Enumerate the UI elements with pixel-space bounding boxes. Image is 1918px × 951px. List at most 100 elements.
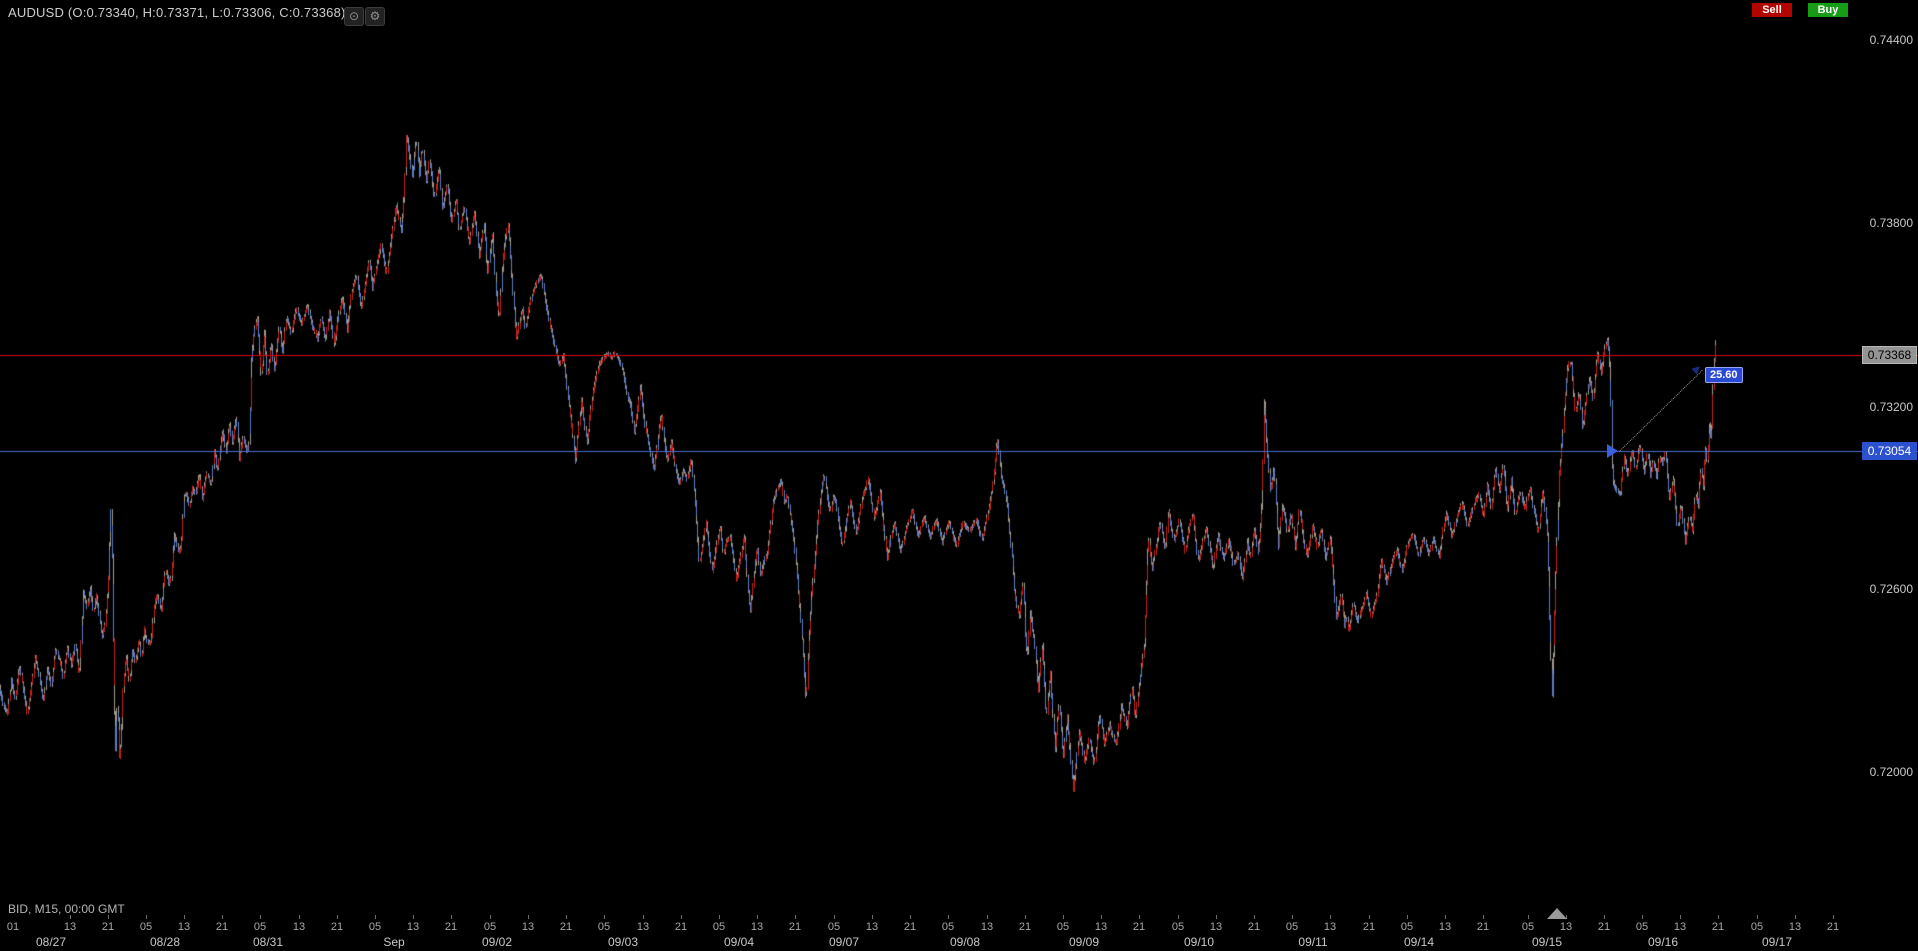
hour-tick <box>834 915 835 919</box>
hour-label: 05 <box>253 921 267 933</box>
hour-label: 05 <box>941 921 955 933</box>
hour-tick <box>1178 915 1179 919</box>
hour-tick <box>1330 915 1331 919</box>
hour-label: 05 <box>827 921 841 933</box>
hour-label: 21 <box>1362 921 1376 933</box>
price-axis-label: 0.74400 <box>1869 33 1913 47</box>
buy-button[interactable]: Buy <box>1808 3 1848 17</box>
hour-tick <box>681 915 682 919</box>
date-label: 09/09 <box>1068 935 1100 949</box>
scroll-position-marker-icon[interactable] <box>1547 908 1567 919</box>
hour-tick <box>260 915 261 919</box>
hour-label: 13 <box>1094 921 1108 933</box>
gear-icon[interactable]: ⚙ <box>365 7 385 26</box>
hour-tick <box>1833 915 1834 919</box>
hour-label: 21 <box>674 921 688 933</box>
hour-tick <box>1483 915 1484 919</box>
date-label: Sep <box>383 935 405 949</box>
hour-label: 13 <box>406 921 420 933</box>
watch-icon[interactable]: ⊙ <box>344 7 364 26</box>
hour-label: 13 <box>1209 921 1223 933</box>
hour-tick <box>1139 915 1140 919</box>
date-label: 09/08 <box>949 935 981 949</box>
hour-label: 21 <box>444 921 458 933</box>
hour-label: 21 <box>1826 921 1840 933</box>
hour-tick <box>337 915 338 919</box>
hour-label: 13 <box>521 921 535 933</box>
hour-label: 13 <box>1438 921 1452 933</box>
hour-label: 13 <box>177 921 191 933</box>
date-label: 08/28 <box>149 935 181 949</box>
hour-label: 13 <box>292 921 306 933</box>
price-axis-label: 0.72000 <box>1869 765 1913 779</box>
hour-label: 21 <box>903 921 917 933</box>
hour-label: 05 <box>139 921 153 933</box>
hour-label: 13 <box>980 921 994 933</box>
hour-tick <box>413 915 414 919</box>
date-label: 09/10 <box>1183 935 1215 949</box>
hour-tick <box>1254 915 1255 919</box>
date-label: 08/27 <box>35 935 67 949</box>
date-label: 09/14 <box>1403 935 1435 949</box>
hour-tick <box>70 915 71 919</box>
hour-label: 13 <box>636 921 650 933</box>
hour-label: 13 <box>865 921 879 933</box>
hour-label: 21 <box>1132 921 1146 933</box>
hour-label: 13 <box>1559 921 1573 933</box>
hour-tick <box>1528 915 1529 919</box>
hour-label: 01 <box>6 921 20 933</box>
hour-tick <box>1216 915 1217 919</box>
hour-tick <box>1407 915 1408 919</box>
hour-tick <box>757 915 758 919</box>
hour-tick <box>1025 915 1026 919</box>
hour-label: 21 <box>215 921 229 933</box>
hour-label: 05 <box>597 921 611 933</box>
hour-label: 05 <box>1171 921 1185 933</box>
sell-button[interactable]: Sell <box>1752 3 1792 17</box>
date-label: 09/04 <box>723 935 755 949</box>
hour-tick <box>184 915 185 919</box>
hour-tick <box>299 915 300 919</box>
hour-tick <box>146 915 147 919</box>
hour-tick <box>1680 915 1681 919</box>
hour-tick <box>872 915 873 919</box>
hour-tick <box>795 915 796 919</box>
hour-label: 21 <box>559 921 573 933</box>
hour-tick <box>528 915 529 919</box>
measure-start-handle[interactable] <box>1607 443 1618 458</box>
symbol-ohlc-readout: AUDUSD (O:0.73340, H:0.73371, L:0.73306,… <box>8 5 346 20</box>
hour-tick <box>987 915 988 919</box>
hour-tick <box>719 915 720 919</box>
hour-label: 21 <box>1247 921 1261 933</box>
hour-tick <box>1445 915 1446 919</box>
hour-label: 05 <box>1635 921 1649 933</box>
date-label: 09/17 <box>1761 935 1793 949</box>
price-axis-label: 0.73200 <box>1869 400 1913 414</box>
hour-tick <box>451 915 452 919</box>
hour-label: 13 <box>1788 921 1802 933</box>
hour-label: 21 <box>788 921 802 933</box>
hour-tick <box>948 915 949 919</box>
date-label: 09/11 <box>1298 935 1328 949</box>
hour-label: 05 <box>483 921 497 933</box>
hour-label: 05 <box>1285 921 1299 933</box>
price-axis-label: 0.72600 <box>1869 582 1913 596</box>
hour-label: 05 <box>368 921 382 933</box>
date-label: 09/03 <box>607 935 639 949</box>
hour-label: 13 <box>750 921 764 933</box>
support-level-badge: 0.73054 <box>1862 441 1917 460</box>
hour-tick <box>604 915 605 919</box>
hour-label: 05 <box>712 921 726 933</box>
hour-tick <box>1718 915 1719 919</box>
hour-label: 21 <box>101 921 115 933</box>
hour-label: 21 <box>1018 921 1032 933</box>
hour-tick <box>1604 915 1605 919</box>
hour-tick <box>1063 915 1064 919</box>
hour-tick <box>1369 915 1370 919</box>
hour-label: 05 <box>1056 921 1070 933</box>
quote-timeframe-status: BID, M15, 00:00 GMT <box>8 902 125 916</box>
hour-label: 21 <box>1711 921 1725 933</box>
date-label: 09/07 <box>828 935 860 949</box>
measure-pips-label[interactable]: 25.60 <box>1705 367 1743 384</box>
